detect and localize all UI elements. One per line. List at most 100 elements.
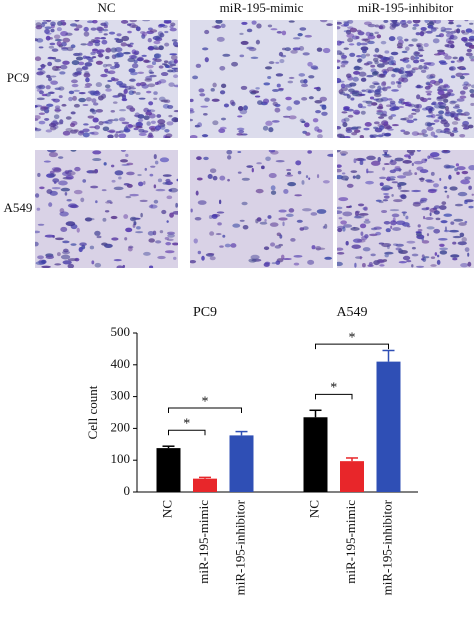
cell [362,49,367,54]
cell [359,160,364,166]
cell [411,253,419,257]
cell [71,83,79,88]
cell [352,238,363,243]
cell [378,24,386,30]
cell [278,217,288,221]
cell [345,127,353,130]
cell [163,60,169,64]
cell [192,75,199,80]
cell [95,200,98,204]
cell [414,56,420,60]
cell [445,32,454,38]
cell [369,96,375,100]
cell [462,127,470,130]
cell [285,96,292,101]
cell [411,162,414,167]
cell [416,132,425,136]
cell [169,53,178,56]
cell [350,97,355,101]
cell [173,256,177,260]
cell [65,221,76,227]
cell [168,187,178,193]
bar-chart: 0 100 200 300 400 500 Cell count PC9 A549 NC NC miR… [85,305,418,595]
cell [380,113,387,117]
cell [391,89,399,92]
cell [449,66,456,71]
cell [82,179,87,183]
cell [153,40,161,45]
cell [199,93,206,97]
cell [83,123,89,126]
cell [62,240,70,244]
significance-label: * [330,381,337,396]
cell [64,192,68,196]
cell [347,20,354,24]
cell [428,83,433,88]
cell [100,37,107,40]
significance-bracket [315,343,389,350]
cell [419,31,425,37]
cell [176,178,178,182]
cell [137,174,142,177]
cell [74,20,80,22]
cell [110,76,116,81]
cell [215,233,222,236]
cell [469,88,474,94]
cell [343,117,350,122]
cell [414,52,421,55]
cell [108,129,116,134]
cell [149,173,154,177]
cell [440,94,449,99]
cell [103,33,108,36]
cell [110,215,118,220]
cell [166,195,173,200]
cell [232,223,241,228]
cell [403,131,411,136]
cell [148,69,153,74]
cell [152,45,158,50]
cell [420,26,427,31]
cell [92,48,99,54]
significance-bracket [168,407,242,414]
cell [47,150,57,153]
cell [468,165,474,171]
cell [450,254,460,258]
cell [141,83,149,89]
cell [383,57,390,61]
cell [316,47,323,52]
cell [345,241,349,246]
y-tick-label: 300 [111,388,131,403]
cell [76,227,80,233]
column-label: miR-195-inhibitor [358,0,454,15]
cell [175,202,178,208]
cell [439,247,448,251]
cell [307,259,315,265]
cell [119,85,126,88]
cell [436,49,445,53]
cell [297,170,302,175]
cell [147,38,152,43]
cell [417,228,423,232]
cell [70,111,76,115]
cell [267,24,273,28]
cell [123,89,128,95]
cell [299,27,307,31]
cell [212,82,217,88]
cell [398,168,402,172]
cell [143,115,150,121]
cell [416,94,421,100]
cell [256,23,262,29]
cell [262,125,269,131]
cell [135,26,141,32]
cell [144,78,153,82]
cell [241,201,248,206]
cell [358,212,369,216]
cell [456,98,465,102]
cell [340,83,346,89]
y-tick-label: 100 [111,451,131,466]
cell [456,59,463,63]
cell [414,172,418,176]
cell [50,80,59,85]
cell [447,93,455,97]
cell [147,231,155,236]
